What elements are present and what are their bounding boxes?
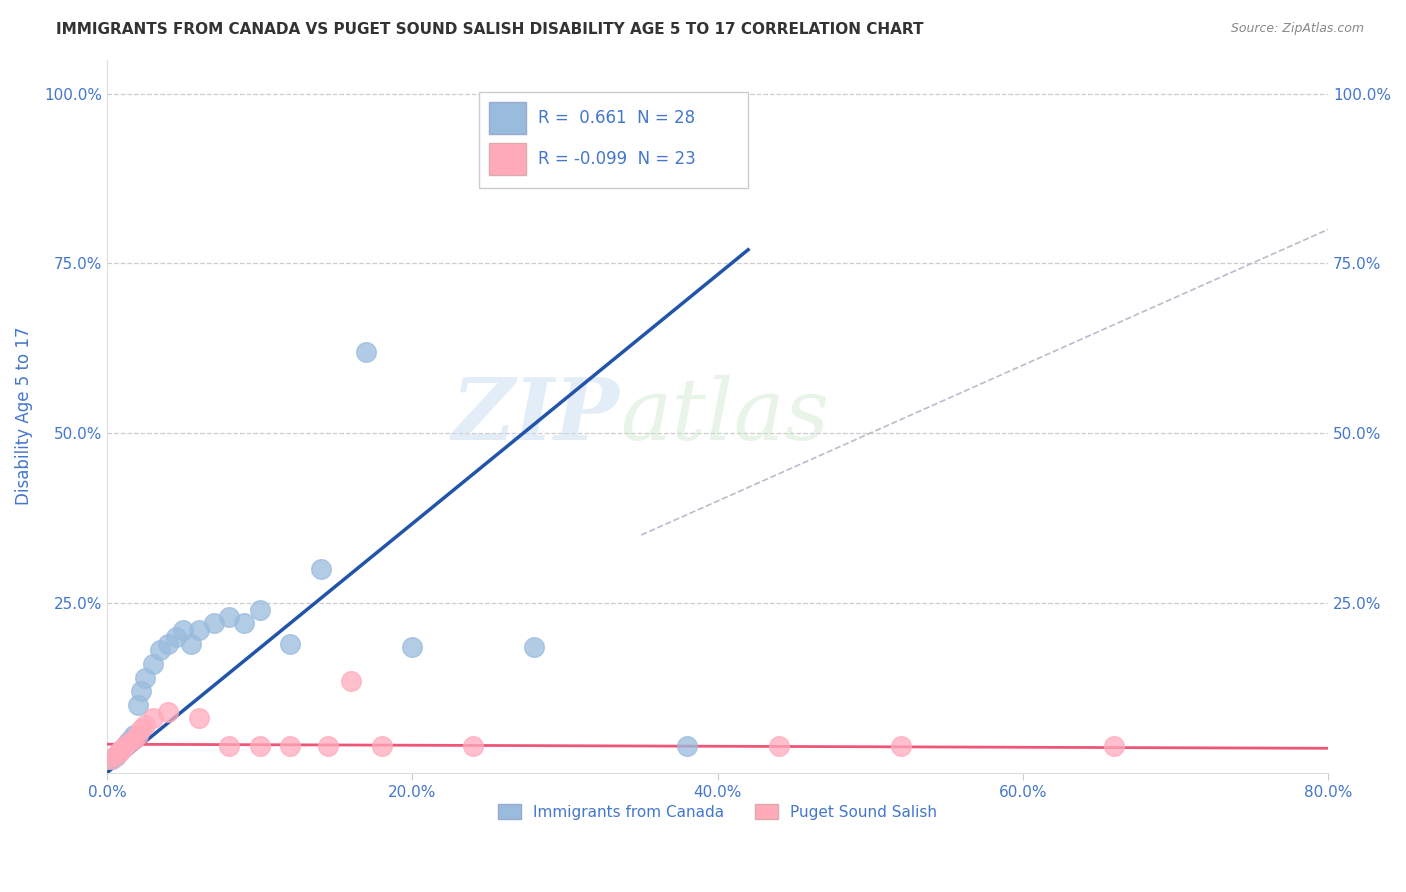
Point — [172, 623, 194, 637]
FancyBboxPatch shape — [489, 143, 526, 175]
Point — [278, 739, 301, 753]
Point — [157, 705, 180, 719]
Point — [134, 671, 156, 685]
Point — [127, 728, 149, 742]
Point — [401, 640, 423, 654]
FancyBboxPatch shape — [489, 103, 526, 135]
Point — [371, 739, 394, 753]
Point — [463, 739, 485, 753]
Point — [318, 739, 340, 753]
Point — [120, 731, 142, 746]
Point — [233, 616, 256, 631]
Text: IMMIGRANTS FROM CANADA VS PUGET SOUND SALISH DISABILITY AGE 5 TO 17 CORRELATION : IMMIGRANTS FROM CANADA VS PUGET SOUND SA… — [56, 22, 924, 37]
Point — [124, 728, 146, 742]
Point — [187, 623, 209, 637]
Point — [187, 711, 209, 725]
Point — [218, 609, 240, 624]
Point — [105, 748, 128, 763]
Point — [142, 711, 165, 725]
Point — [676, 739, 699, 753]
Point — [129, 722, 152, 736]
Point — [309, 562, 332, 576]
Point — [1104, 739, 1126, 753]
Point — [111, 742, 134, 756]
Point — [124, 731, 146, 746]
Point — [104, 748, 127, 763]
Point — [218, 739, 240, 753]
Point — [523, 640, 546, 654]
Point — [117, 735, 139, 749]
Point — [114, 739, 136, 753]
Point — [340, 674, 363, 689]
Point — [100, 752, 122, 766]
Text: R =  0.661  N = 28: R = 0.661 N = 28 — [538, 109, 695, 127]
Text: Source: ZipAtlas.com: Source: ZipAtlas.com — [1230, 22, 1364, 36]
Point — [768, 739, 790, 753]
Text: ZIP: ZIP — [451, 375, 620, 458]
FancyBboxPatch shape — [479, 92, 748, 188]
Point — [249, 603, 271, 617]
Point — [890, 739, 912, 753]
Point — [98, 752, 121, 766]
Point — [108, 745, 131, 759]
Point — [129, 684, 152, 698]
Point — [157, 637, 180, 651]
Text: atlas: atlas — [620, 375, 830, 458]
Point — [278, 637, 301, 651]
Point — [118, 735, 141, 749]
Point — [180, 637, 202, 651]
Point — [149, 643, 172, 657]
Point — [134, 718, 156, 732]
Point — [356, 344, 378, 359]
Point — [249, 739, 271, 753]
Text: R = -0.099  N = 23: R = -0.099 N = 23 — [538, 151, 696, 169]
Point — [202, 616, 225, 631]
Point — [142, 657, 165, 671]
Legend: Immigrants from Canada, Puget Sound Salish: Immigrants from Canada, Puget Sound Sali… — [492, 797, 943, 826]
Y-axis label: Disability Age 5 to 17: Disability Age 5 to 17 — [15, 327, 32, 506]
Point — [111, 742, 134, 756]
Point — [165, 630, 187, 644]
Point — [108, 745, 131, 759]
Point — [127, 698, 149, 712]
Point — [114, 739, 136, 753]
